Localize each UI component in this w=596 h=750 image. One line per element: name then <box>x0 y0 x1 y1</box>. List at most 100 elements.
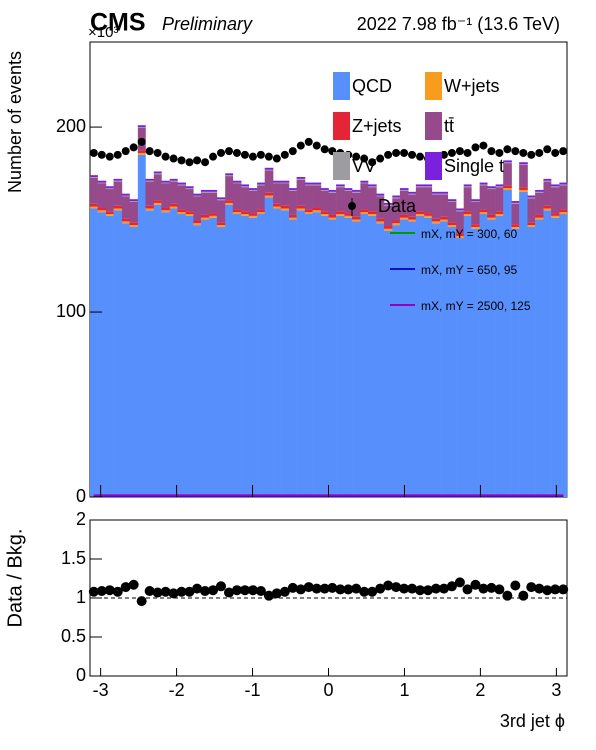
stack-bar <box>232 212 242 215</box>
stack-bar <box>503 163 512 186</box>
stack-bar <box>312 207 322 211</box>
stack-bar <box>200 217 210 220</box>
stack-bar <box>232 180 242 183</box>
stack-bar <box>169 180 178 182</box>
stack-bar <box>415 184 425 187</box>
stack-bar <box>527 225 536 227</box>
stack-bar <box>280 208 290 211</box>
stack-bar <box>487 214 496 218</box>
stack-bar <box>431 223 441 497</box>
data-point <box>487 147 496 156</box>
stack-bar <box>296 179 306 206</box>
ratio-point <box>470 579 481 590</box>
stack-bar <box>304 185 313 210</box>
stack-bar <box>121 221 130 224</box>
stack-bar <box>392 225 401 498</box>
stack-bar <box>415 214 425 216</box>
ratio-point <box>263 590 274 601</box>
stack-bar <box>415 211 425 215</box>
data-point <box>256 150 265 159</box>
stack-bar <box>248 188 258 190</box>
legend-label: Z+jets <box>352 116 402 136</box>
ratio-point <box>526 582 537 593</box>
data-point <box>129 143 138 152</box>
y-tick-label: 0 <box>76 486 86 506</box>
ratio-point <box>160 586 171 597</box>
stack-bar <box>447 201 457 223</box>
ratio-point <box>367 586 378 597</box>
stack-bar <box>304 209 313 213</box>
ratio-point <box>192 583 203 594</box>
stack-bar <box>487 188 496 190</box>
stack-bar <box>161 182 171 184</box>
stack-bar <box>511 228 520 497</box>
stack-bar <box>535 219 544 497</box>
stack-bar <box>503 189 512 498</box>
stack-bar <box>153 204 162 497</box>
stack-bar <box>415 186 425 188</box>
x-tick-label: 3 <box>551 680 561 700</box>
stack-bar <box>328 189 337 192</box>
stack-bar <box>257 212 265 215</box>
stack-bar <box>551 184 560 187</box>
stack-bar <box>367 184 377 187</box>
stack-bar <box>320 215 329 497</box>
stack-bar <box>559 214 568 497</box>
stack-bar <box>289 217 297 220</box>
stack-bar <box>312 185 322 208</box>
stack-bar <box>495 187 504 212</box>
ratio-point <box>391 582 402 593</box>
stack-bar <box>200 192 210 215</box>
stack-bar <box>479 184 488 186</box>
stack-bar <box>399 190 409 215</box>
stack-bar <box>209 215 218 218</box>
stack-bar <box>113 205 123 209</box>
axis-multiplier: ×10³ <box>88 24 118 41</box>
stack-bar <box>376 223 385 497</box>
stack-bar <box>487 189 496 215</box>
stack-bar <box>447 201 457 202</box>
stack-bar <box>113 180 123 182</box>
stack-bar <box>273 183 281 204</box>
stack-bar <box>543 178 552 181</box>
legend-label: Data <box>378 196 417 216</box>
data-point <box>455 147 464 156</box>
stack-bar <box>90 175 98 178</box>
legend-label: QCD <box>352 76 392 96</box>
stack-bar <box>399 214 409 218</box>
ratio-point <box>550 584 561 595</box>
stack-bar <box>296 177 306 179</box>
stack-bar <box>543 210 552 498</box>
stack-bar <box>105 211 114 215</box>
stack-bar <box>344 190 353 214</box>
data-point <box>264 152 273 161</box>
ratio-point <box>319 583 330 594</box>
stack-bar <box>344 217 353 498</box>
stack-bar <box>360 182 369 184</box>
data-point <box>384 150 393 159</box>
stack-bar <box>169 203 178 207</box>
stack-bar <box>471 226 480 229</box>
stack-bar <box>273 206 281 209</box>
stack-bar <box>447 199 457 202</box>
ratio-y-tick-label: 1 <box>76 587 86 607</box>
y-axis-label: Number of events <box>5 51 25 193</box>
stack-bar <box>241 215 250 497</box>
stack-bar <box>185 214 194 216</box>
x-tick-label: -2 <box>169 680 185 700</box>
stack-bar <box>511 224 520 227</box>
ratio-point <box>184 586 195 597</box>
ratio-point <box>343 584 354 595</box>
stack-bar <box>336 187 345 212</box>
data-point <box>392 148 401 157</box>
stack-bar <box>399 189 409 191</box>
legend-swatch <box>425 112 442 140</box>
ratio-point <box>502 590 513 601</box>
stack-bar <box>463 184 472 187</box>
stack-bar <box>90 203 98 207</box>
data-point <box>217 148 226 157</box>
stack-bar <box>105 186 114 189</box>
stack-bar <box>304 184 313 186</box>
data-point <box>479 141 488 150</box>
